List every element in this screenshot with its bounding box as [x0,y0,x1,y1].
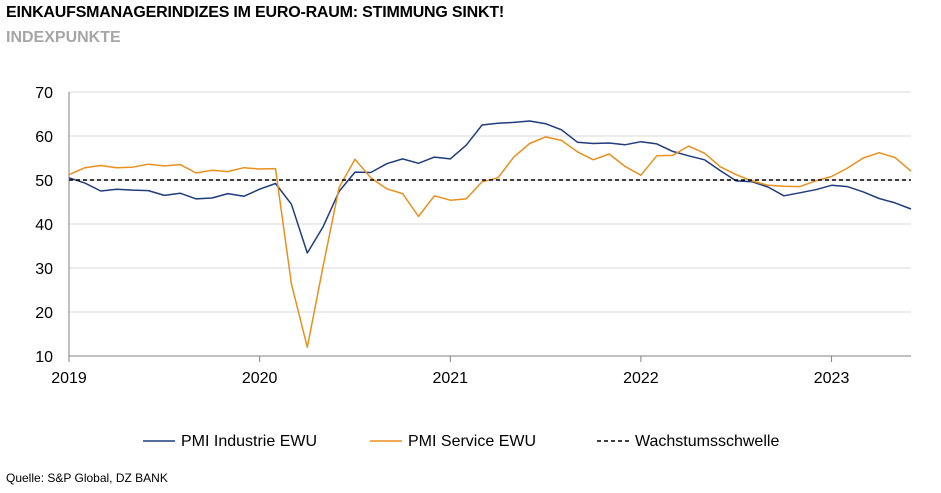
x-tick-label: 2023 [814,370,850,387]
series-line-pmi-service [68,136,912,348]
y-tick-label: 10 [35,349,53,366]
y-tick-label: 60 [35,129,53,146]
x-tick-label: 2021 [432,370,468,387]
y-tick-label: 50 [35,173,53,190]
chart-subtitle: INDEXPUNKTE [6,29,121,46]
legend-label: PMI Service EWU [408,433,536,450]
x-axis: 2019 2020 2021 2022 2023 [51,355,911,387]
y-tick-label: 70 [35,85,53,102]
source-note: Quelle: S&P Global, DZ BANK [6,471,168,485]
y-tick-label: 20 [35,305,53,322]
legend-label: Wachstumsschwelle [635,433,779,450]
x-tick-label: 2020 [242,370,278,387]
y-tick-label: 30 [35,261,53,278]
legend-label: PMI Industrie EWU [181,433,317,450]
legend: PMI Industrie EWU PMI Service EWU Wachstum… [143,433,779,450]
y-tick-label: 40 [35,217,53,234]
gridlines [69,91,911,313]
series-lines [68,120,912,348]
series-line-pmi-industrie [68,120,912,254]
y-axis: 10 20 30 40 50 60 70 [35,85,70,366]
x-tick-label: 2022 [623,370,659,387]
x-tick-label: 2019 [51,370,87,387]
chart-title: EINKAUFSMANAGERINDIZES IM EURO-RAUM: STI… [6,4,505,21]
